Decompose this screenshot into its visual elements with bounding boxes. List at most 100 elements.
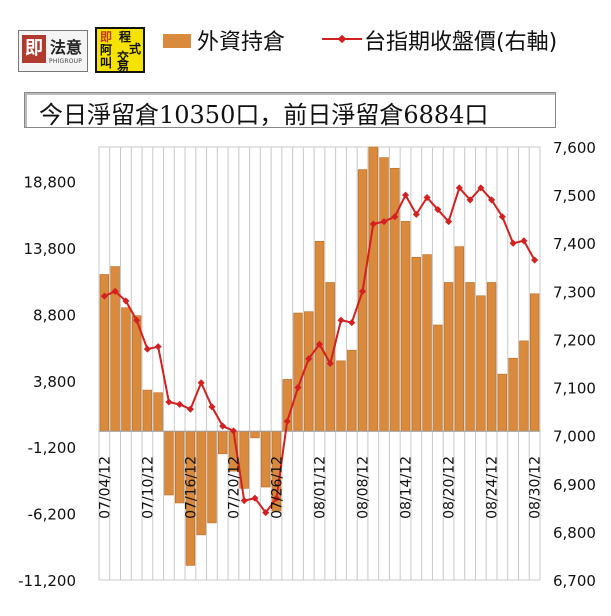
bar bbox=[142, 389, 153, 432]
x-tick-label: 08/20/12 bbox=[442, 456, 458, 519]
price-marker bbox=[445, 218, 453, 226]
price-marker bbox=[358, 287, 367, 295]
price-marker bbox=[520, 237, 528, 245]
price-marker bbox=[455, 184, 463, 192]
price-marker bbox=[369, 220, 377, 228]
price-marker bbox=[111, 287, 119, 295]
right-tick-label: 7,000 bbox=[553, 428, 596, 446]
left-tick-label: 8,800 bbox=[33, 306, 76, 324]
price-marker bbox=[143, 345, 151, 353]
bar bbox=[250, 430, 260, 439]
logo-mark: 即 bbox=[22, 35, 46, 63]
price-marker bbox=[240, 497, 248, 505]
price-marker bbox=[509, 239, 517, 247]
price-marker bbox=[165, 398, 173, 406]
bar bbox=[131, 315, 142, 432]
bar bbox=[347, 349, 357, 432]
x-tick-label: 07/04/12 bbox=[97, 456, 113, 519]
price-marker bbox=[122, 297, 130, 305]
price-marker bbox=[423, 193, 431, 202]
price-marker bbox=[176, 400, 184, 408]
logo2-char: 阿 bbox=[100, 43, 113, 57]
left-tick-label: -1,200 bbox=[28, 439, 76, 457]
price-marker bbox=[186, 405, 194, 413]
price-marker bbox=[412, 210, 420, 218]
logo2-char: 程 bbox=[119, 30, 132, 44]
bar bbox=[164, 430, 174, 496]
bar bbox=[368, 146, 378, 432]
x-tick-label: 08/30/12 bbox=[528, 456, 544, 519]
price-marker bbox=[219, 422, 227, 430]
price-marker bbox=[272, 494, 281, 502]
price-marker bbox=[402, 191, 410, 199]
logo2-char: 即 bbox=[100, 30, 113, 44]
bar bbox=[121, 307, 131, 432]
position-info-box: 今日淨留倉10350口，前日淨留倉6884口 bbox=[24, 92, 556, 129]
x-tick-label: 07/26/12 bbox=[269, 456, 285, 519]
bar bbox=[293, 312, 303, 432]
bar bbox=[218, 430, 228, 455]
left-tick-label: -11,200 bbox=[18, 572, 76, 590]
bar bbox=[411, 256, 421, 432]
position-info-text: 今日淨留倉10350口，前日淨留倉6884口 bbox=[39, 101, 489, 129]
right-tick-label: 6,700 bbox=[553, 572, 596, 590]
price-marker bbox=[434, 206, 442, 214]
right-tick-label: 7,200 bbox=[553, 331, 596, 349]
left-tick-label: 13,800 bbox=[24, 240, 77, 258]
logo2-char: 易 bbox=[117, 60, 130, 74]
phigroup-logo: 即 法意 PHIGROUP bbox=[18, 30, 88, 72]
left-tick-label: 18,800 bbox=[24, 174, 77, 192]
price-marker bbox=[391, 213, 399, 221]
right-tick-label: 6,800 bbox=[553, 524, 596, 542]
bar bbox=[207, 430, 217, 524]
legend-bar-swatch bbox=[163, 34, 191, 48]
right-tick-label: 7,500 bbox=[553, 187, 596, 205]
price-marker bbox=[488, 196, 496, 204]
bar bbox=[422, 254, 432, 432]
legend-bar-label: 外資持倉 bbox=[197, 30, 286, 55]
x-tick-label: 07/10/12 bbox=[140, 456, 156, 519]
price-marker bbox=[477, 184, 485, 192]
bar bbox=[336, 360, 346, 432]
bar bbox=[476, 295, 486, 432]
x-tick-label: 08/01/12 bbox=[313, 456, 329, 519]
price-marker bbox=[305, 355, 313, 363]
x-tick-label: 07/16/12 bbox=[183, 456, 199, 519]
bar bbox=[390, 167, 400, 432]
bar bbox=[529, 293, 540, 432]
right-tick-label: 6,900 bbox=[553, 476, 596, 494]
bar bbox=[400, 221, 411, 432]
price-marker bbox=[229, 427, 237, 435]
price-marker bbox=[251, 494, 259, 502]
price-marker bbox=[133, 316, 141, 324]
logo-subtitle: PHIGROUP bbox=[49, 58, 83, 65]
x-tick-label: 08/14/12 bbox=[399, 456, 415, 519]
logo2-char: 式 bbox=[129, 42, 142, 56]
bar bbox=[508, 357, 518, 432]
bar bbox=[433, 324, 443, 432]
price-marker bbox=[294, 384, 302, 392]
price-marker bbox=[337, 316, 345, 324]
left-tick-label: -6,200 bbox=[28, 506, 76, 524]
right-tick-label: 7,600 bbox=[553, 139, 596, 157]
price-marker bbox=[348, 319, 356, 327]
price-marker bbox=[466, 196, 474, 204]
logo2-char: 交 bbox=[117, 50, 130, 64]
bar bbox=[497, 373, 508, 432]
price-marker bbox=[531, 256, 539, 264]
price-marker bbox=[197, 379, 205, 387]
bar bbox=[454, 246, 465, 432]
price-marker bbox=[208, 403, 216, 411]
bar bbox=[486, 282, 497, 432]
price-marker bbox=[380, 218, 388, 226]
bar bbox=[304, 311, 314, 432]
price-marker bbox=[498, 213, 506, 221]
price-marker bbox=[100, 292, 108, 300]
legend-line-label: 台指期收盤價(右軸) bbox=[364, 30, 558, 55]
right-tick-label: 7,300 bbox=[553, 283, 596, 301]
price-marker bbox=[283, 417, 291, 425]
bar bbox=[519, 340, 529, 432]
price-marker bbox=[315, 340, 324, 348]
price-marker bbox=[154, 343, 162, 351]
